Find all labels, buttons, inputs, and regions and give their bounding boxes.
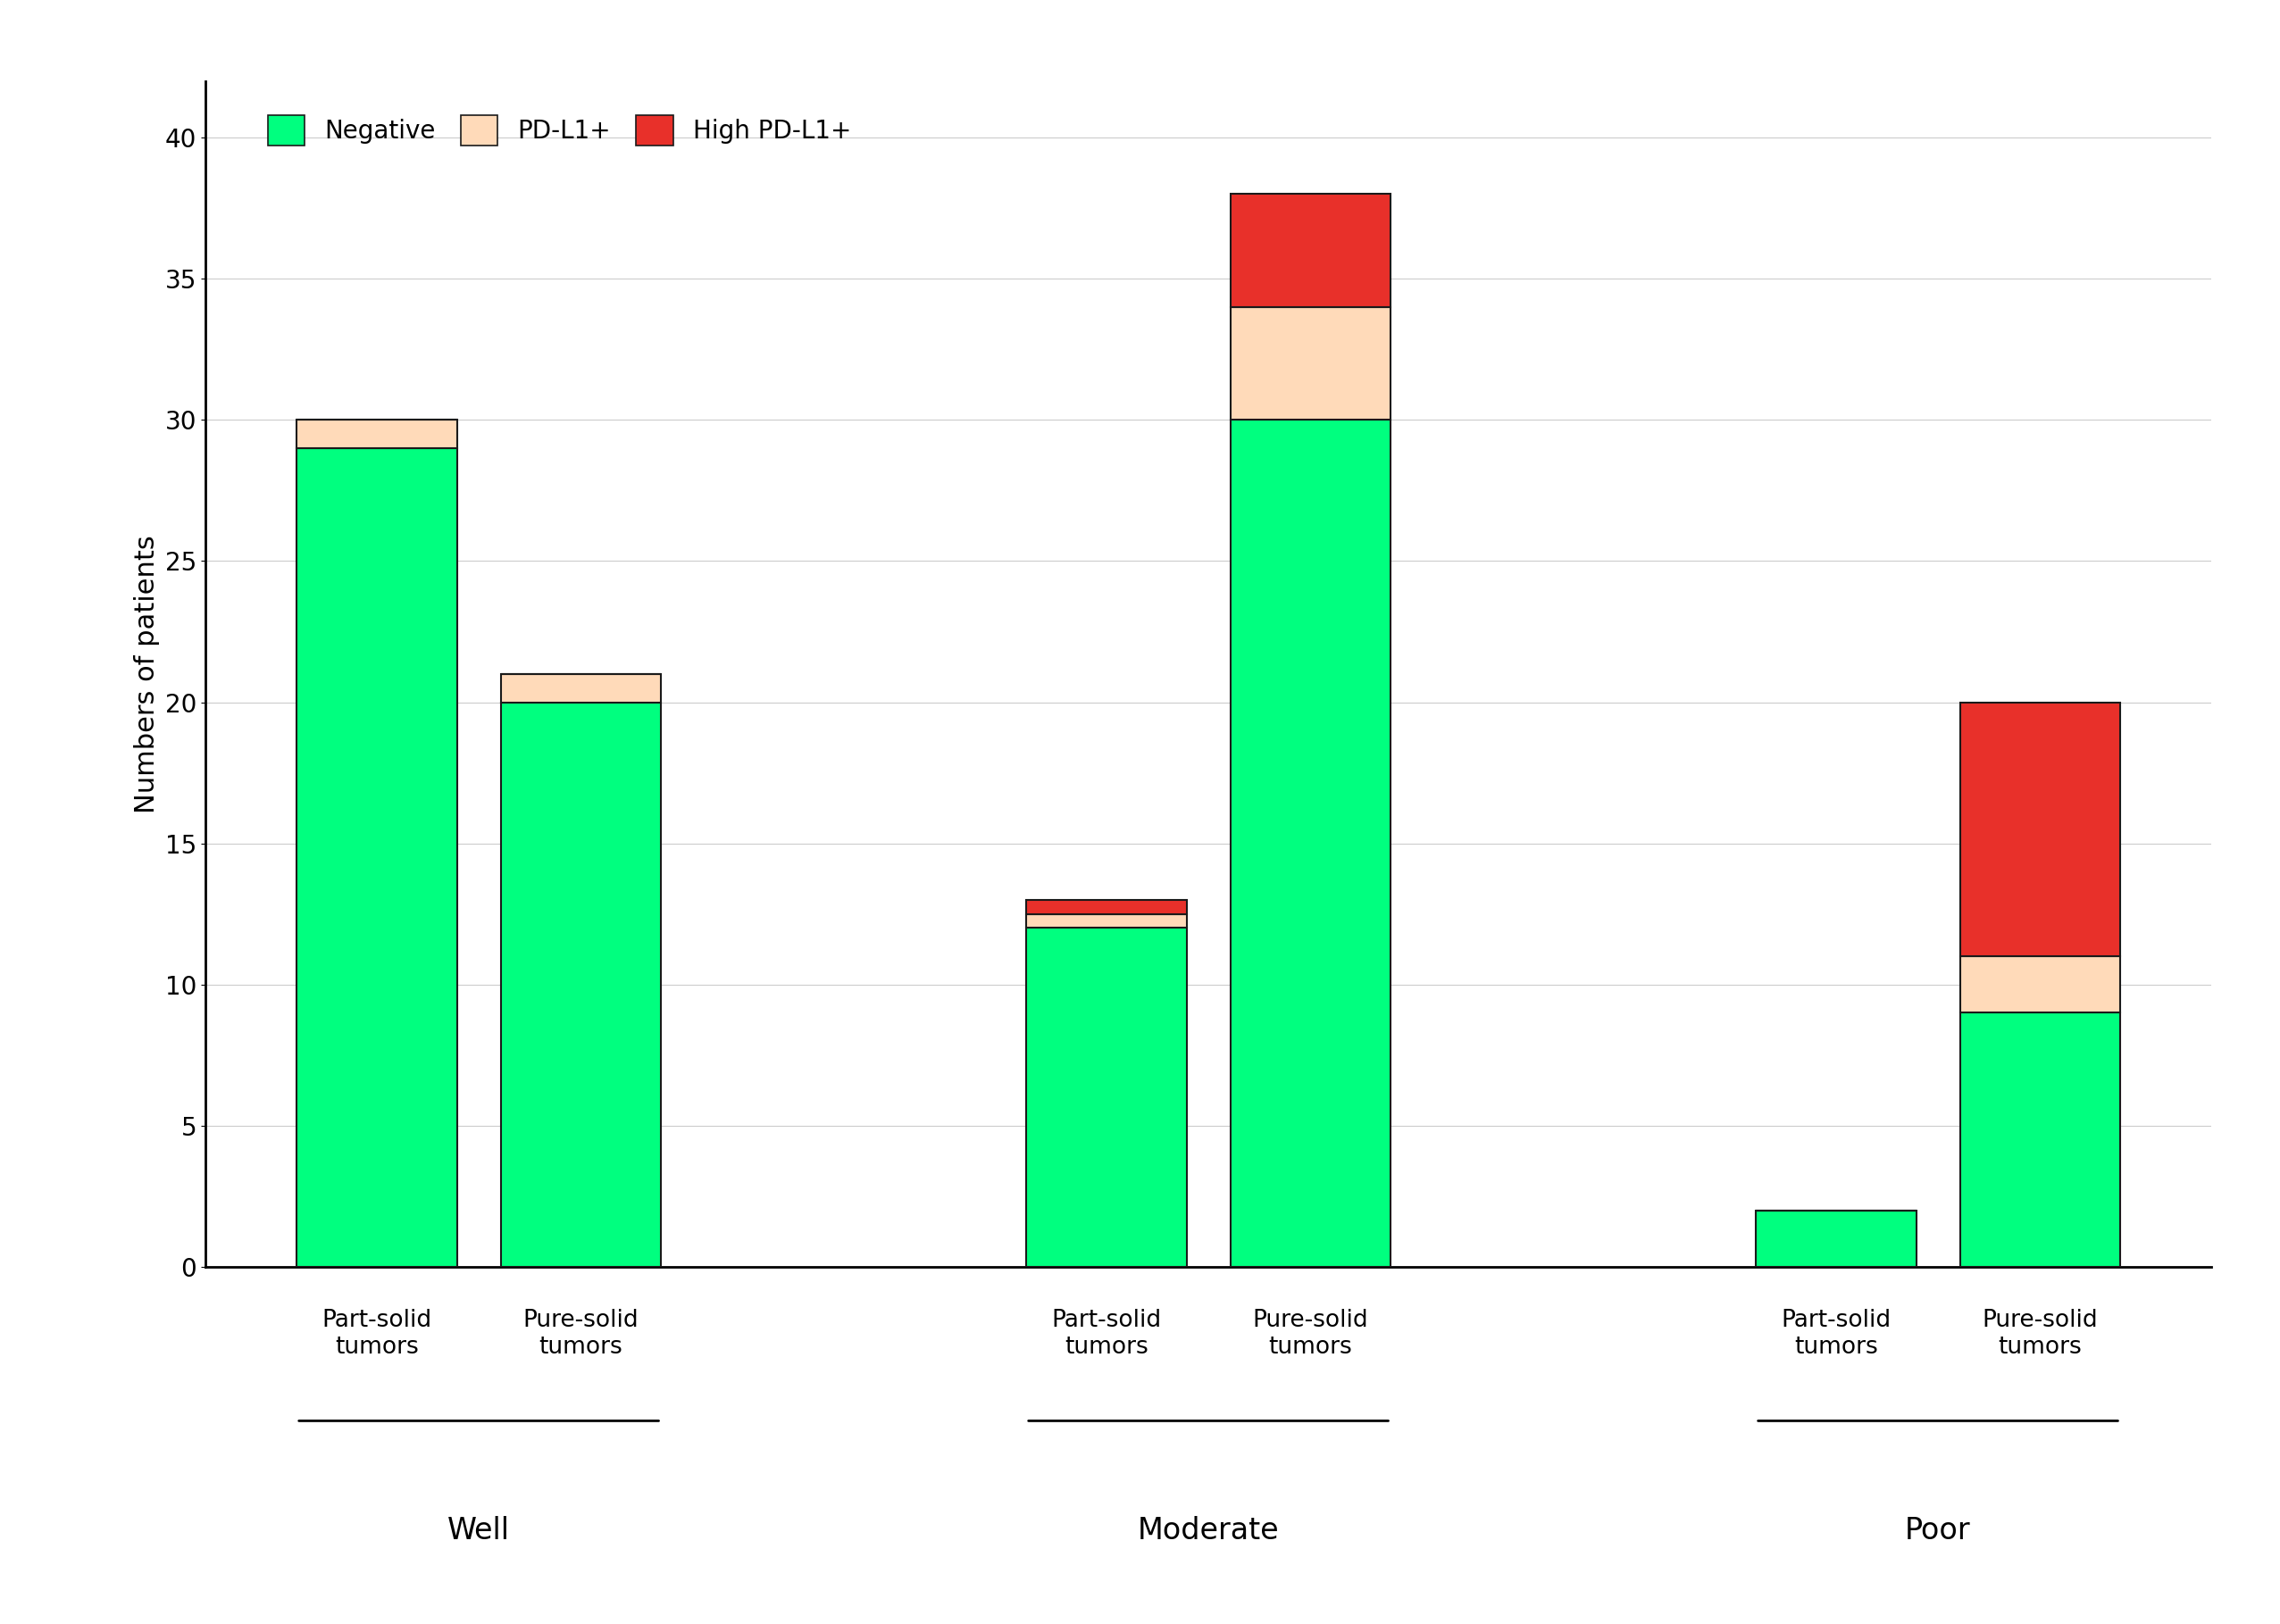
Text: Moderate: Moderate bbox=[1138, 1515, 1279, 1544]
Bar bbox=[1231, 307, 1391, 421]
Bar bbox=[1756, 1210, 1915, 1267]
Bar bbox=[502, 674, 661, 702]
Bar bbox=[1026, 927, 1186, 1267]
Text: Part-solid
tumors: Part-solid tumors bbox=[1781, 1309, 1890, 1359]
Bar bbox=[296, 421, 456, 448]
Text: Pure-solid
tumors: Pure-solid tumors bbox=[1252, 1309, 1368, 1359]
Bar bbox=[1961, 1013, 2120, 1267]
Bar bbox=[296, 448, 456, 1267]
Legend: Negative, PD-L1+, High PD-L1+: Negative, PD-L1+, High PD-L1+ bbox=[258, 106, 862, 156]
Text: Part-solid
tumors: Part-solid tumors bbox=[1051, 1309, 1161, 1359]
Text: Well: Well bbox=[447, 1515, 511, 1544]
Bar bbox=[1231, 195, 1391, 307]
Text: Part-solid
tumors: Part-solid tumors bbox=[321, 1309, 431, 1359]
Bar bbox=[1026, 900, 1186, 914]
Bar bbox=[1961, 702, 2120, 957]
Text: Pure-solid
tumors: Pure-solid tumors bbox=[522, 1309, 638, 1359]
Bar bbox=[1961, 957, 2120, 1013]
Bar bbox=[502, 702, 661, 1267]
Bar bbox=[1026, 914, 1186, 927]
Bar bbox=[1231, 421, 1391, 1267]
Text: Pure-solid
tumors: Pure-solid tumors bbox=[1981, 1309, 2098, 1359]
Y-axis label: Numbers of patients: Numbers of patients bbox=[135, 534, 160, 814]
Text: Poor: Poor bbox=[1906, 1515, 1970, 1544]
